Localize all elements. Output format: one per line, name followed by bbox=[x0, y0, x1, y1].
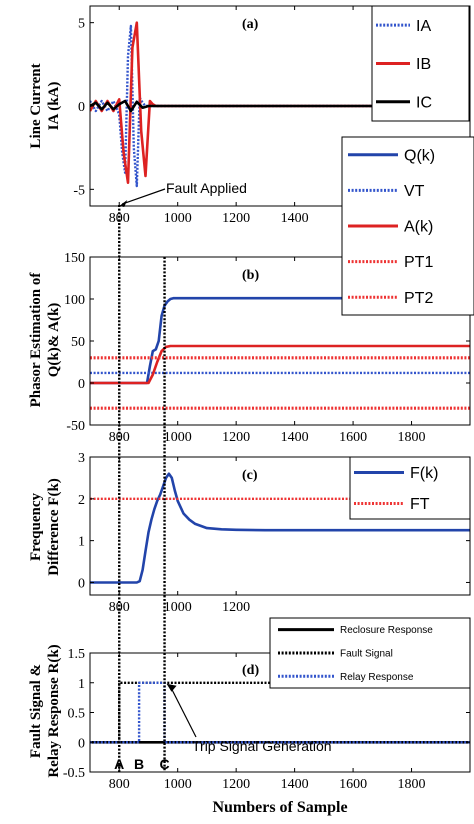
panel-label: (b) bbox=[242, 268, 259, 283]
y-axis-label-line: Line Current bbox=[28, 63, 44, 148]
x-tick-label: 1200 bbox=[222, 430, 250, 445]
y-tick-label: -5 bbox=[73, 183, 85, 198]
y-axis-label-line: Relay Response R(k) bbox=[46, 644, 62, 777]
y-axis-label: Fault Signal & Relay Response R(k) bbox=[28, 644, 62, 777]
series-line-relay-response bbox=[90, 681, 470, 744]
legend-label: FT bbox=[410, 496, 430, 513]
y-tick-label: 5 bbox=[78, 17, 85, 32]
x-tick-label: 800 bbox=[109, 600, 130, 615]
legend-label: Reclosure Response bbox=[340, 625, 433, 636]
y-axis-label-line: Difference F(k) bbox=[46, 478, 62, 576]
series-group-4 bbox=[90, 681, 470, 744]
x-tick-label: 1400 bbox=[281, 777, 309, 792]
x-tick-label: 1000 bbox=[164, 211, 192, 226]
x-tick-label: 1600 bbox=[339, 777, 367, 792]
x-tick-label: 1000 bbox=[164, 777, 192, 792]
trip-annotation: Trip Signal Generation bbox=[192, 738, 332, 754]
panel-label: (a) bbox=[242, 17, 259, 32]
y-tick-label: 0 bbox=[78, 736, 85, 751]
trip-arrow bbox=[170, 686, 197, 738]
x-tick-label: 800 bbox=[109, 430, 130, 445]
series-line-fault-signal bbox=[90, 681, 470, 744]
series-line-q-k- bbox=[90, 296, 470, 385]
y-tick-label: 0 bbox=[78, 576, 85, 591]
x-axis-label: Numbers of Sample bbox=[212, 799, 347, 816]
legend-label: IB bbox=[416, 56, 431, 73]
legend-label: Relay Response bbox=[340, 672, 414, 683]
x-tick-label: 1200 bbox=[222, 777, 250, 792]
y-axis-label: Line Current IA (kA) bbox=[28, 63, 62, 148]
x-tick-label: 1000 bbox=[164, 430, 192, 445]
event-marker-c: C bbox=[159, 756, 169, 772]
x-tick-label: 1400 bbox=[281, 211, 309, 226]
fault-applied-arrow bbox=[122, 188, 166, 205]
y-tick-label: 150 bbox=[64, 251, 85, 266]
y-tick-label: 1.5 bbox=[68, 647, 86, 662]
legend-box bbox=[349, 456, 471, 520]
x-tick-label: 1200 bbox=[222, 211, 250, 226]
y-tick-label: 1 bbox=[78, 535, 85, 550]
event-marker-b: B bbox=[134, 756, 144, 772]
x-tick-label: 800 bbox=[109, 777, 130, 792]
series-line-f-k- bbox=[90, 472, 470, 584]
y-axis-label-line: IA (kA) bbox=[46, 82, 62, 131]
y-tick-label: 1 bbox=[78, 677, 85, 692]
y-axis-label-line: Q(k)& A(k) bbox=[46, 303, 62, 378]
y-tick-label: 2 bbox=[78, 493, 85, 508]
x-tick-label: 1400 bbox=[281, 430, 309, 445]
fault-applied-arrowhead bbox=[119, 200, 128, 207]
legend-label: IA bbox=[416, 18, 431, 35]
y-tick-label: 100 bbox=[64, 293, 85, 308]
legend-label: IC bbox=[416, 94, 432, 111]
x-tick-label: 1200 bbox=[222, 600, 250, 615]
series-line-ia bbox=[90, 24, 470, 188]
panel-label: (d) bbox=[242, 663, 259, 678]
series-line-ic bbox=[90, 99, 470, 113]
legend-label: PT2 bbox=[404, 290, 433, 307]
x-tick-label: 1000 bbox=[164, 600, 192, 615]
y-tick-label: 3 bbox=[78, 451, 85, 466]
y-axis-label-line: Fault Signal & bbox=[28, 664, 44, 758]
y-axis-label-line: Phasor Estimation of bbox=[28, 272, 44, 408]
legend-label: VT bbox=[404, 183, 425, 200]
y-tick-label: 0.5 bbox=[68, 707, 86, 722]
x-tick-label: 1600 bbox=[339, 430, 367, 445]
y-tick-label: 0 bbox=[78, 100, 85, 115]
legend-label: Q(k) bbox=[404, 147, 435, 164]
plot-frame-3 bbox=[89, 456, 471, 596]
y-tick-label: -50 bbox=[66, 419, 85, 434]
series-group-1 bbox=[90, 21, 470, 188]
y-axis-label: Frequency Difference F(k) bbox=[28, 478, 62, 576]
legend-label: Fault Signal bbox=[340, 648, 393, 659]
fault-applied-annotation: Fault Applied bbox=[166, 180, 247, 196]
event-marker-a: A bbox=[114, 756, 124, 772]
x-tick-label: 1800 bbox=[398, 430, 426, 445]
legend-label: PT1 bbox=[404, 254, 433, 271]
x-tick-label: 800 bbox=[109, 211, 130, 226]
trip-arrowhead bbox=[166, 683, 177, 692]
series-group-2 bbox=[90, 296, 470, 410]
y-tick-label: 0 bbox=[78, 377, 85, 392]
panel-label: (c) bbox=[242, 468, 258, 483]
legend-label: A(k) bbox=[404, 219, 433, 236]
x-tick-label: 1800 bbox=[398, 777, 426, 792]
y-tick-label: 50 bbox=[71, 335, 85, 350]
y-axis-label: Phasor Estimation of Q(k)& A(k) bbox=[28, 272, 62, 408]
series-group-3 bbox=[90, 472, 470, 584]
legend-label: F(k) bbox=[410, 465, 438, 482]
y-axis-label-line: Frequency bbox=[28, 492, 44, 561]
y-tick-label: -0.5 bbox=[63, 766, 85, 781]
